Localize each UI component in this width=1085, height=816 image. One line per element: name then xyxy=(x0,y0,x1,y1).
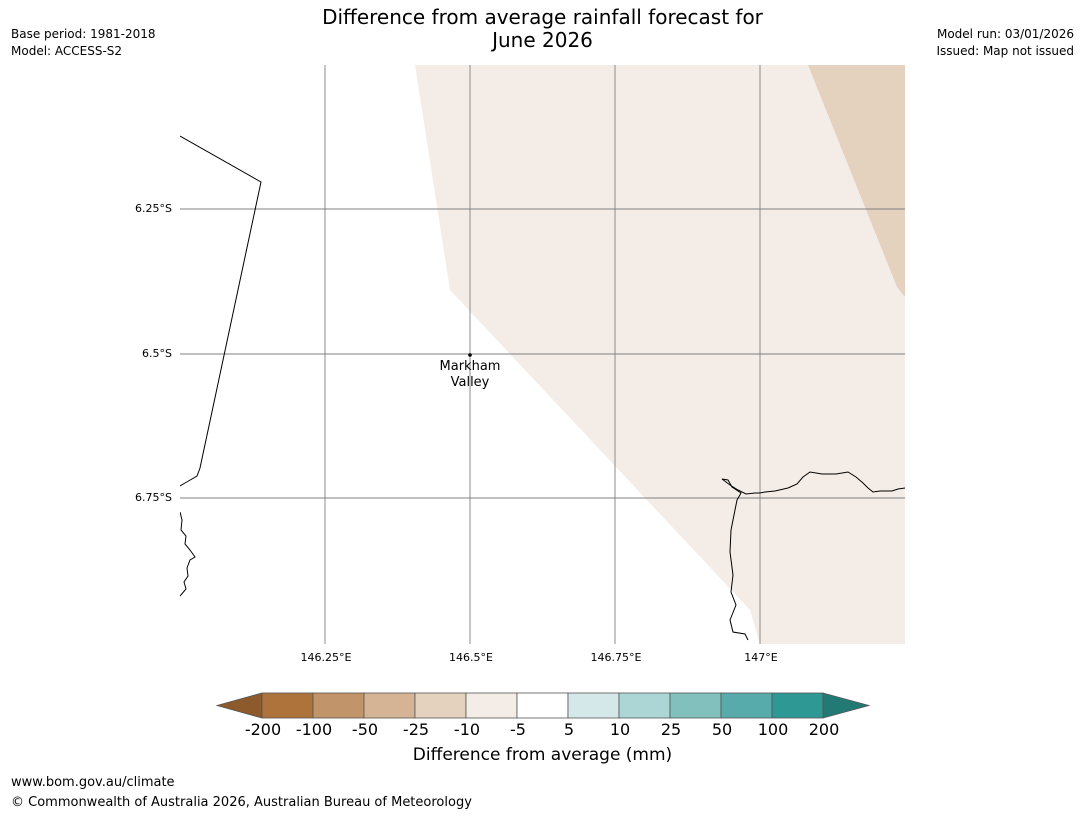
base-period: Base period: 1981-2018 xyxy=(11,27,156,41)
lon-label-147e: 147°E xyxy=(744,651,778,664)
colorbar-swatch xyxy=(669,692,722,719)
colorbar-swatch xyxy=(720,692,773,719)
colorbar-tick-minus-25: -25 xyxy=(402,720,430,739)
coastline-west xyxy=(180,511,196,597)
place-marker-markham-valley xyxy=(468,353,472,357)
colorbar-tick-minus-10: -10 xyxy=(453,720,481,739)
colorbar-tick-200: 200 xyxy=(808,720,840,739)
colorbar-tick-minus-5: -5 xyxy=(510,720,526,739)
map-title: Difference from average rainfall forecas… xyxy=(0,6,1085,52)
lon-label-146-75e: 146.75°E xyxy=(590,651,642,664)
lon-label-146-25e: 146.25°E xyxy=(300,651,352,664)
river-markham xyxy=(721,478,749,641)
map-area xyxy=(180,65,905,644)
colorbar-tick-50: 50 xyxy=(711,720,733,739)
province-border xyxy=(180,135,262,487)
colorbar-tick-5: 5 xyxy=(563,720,575,739)
rainfall-region-light-dry xyxy=(415,65,905,644)
issued-status: Issued: Map not issued xyxy=(936,44,1074,58)
lat-label-6-5s: 6.5°S xyxy=(142,347,172,360)
colorbar-tick-minus-50: -50 xyxy=(351,720,379,739)
rainfall-region-dry xyxy=(808,65,905,297)
colorbar-swatch xyxy=(414,692,467,719)
colorbar-tick-25: 25 xyxy=(660,720,682,739)
place-name-line-2: Valley xyxy=(450,375,490,390)
footer-copyright: © Commonwealth of Australia 2026, Austra… xyxy=(11,795,472,810)
colorbar-swatch xyxy=(771,692,824,719)
colorbar-tick-minus-100: -100 xyxy=(295,720,333,739)
colorbar-extend-high xyxy=(822,692,871,719)
run-info: Model run: 03/01/2026 Issued: Map not is… xyxy=(936,26,1074,60)
colorbar-extend-low xyxy=(215,692,263,719)
colorbar-swatch xyxy=(363,692,416,719)
place-name-line-1: Markham xyxy=(439,359,501,374)
place-label-markham-valley: Markham Valley xyxy=(420,359,520,391)
colorbar-label: Difference from average (mm) xyxy=(412,745,673,765)
model-info: Base period: 1981-2018 Model: ACCESS-S2 xyxy=(11,26,156,60)
model-name: Model: ACCESS-S2 xyxy=(11,44,123,58)
colorbar-tick-100: 100 xyxy=(757,720,789,739)
model-run: Model run: 03/01/2026 xyxy=(936,27,1074,41)
lat-label-6-25s: 6.25°S xyxy=(135,202,172,215)
lat-label-6-75s: 6.75°S xyxy=(135,491,172,504)
colorbar-swatch xyxy=(516,692,569,719)
footer-url: www.bom.gov.au/climate xyxy=(11,775,175,790)
lon-label-146-5e: 146.5°E xyxy=(449,651,493,664)
map-title-line-1: Difference from average rainfall forecas… xyxy=(322,5,763,29)
colorbar-swatch xyxy=(465,692,518,719)
colorbar-tick-10: 10 xyxy=(609,720,631,739)
colorbar-swatch xyxy=(567,692,620,719)
colorbar xyxy=(215,692,871,719)
coastline-east xyxy=(721,471,905,495)
colorbar-tick-minus-200: -200 xyxy=(244,720,282,739)
colorbar-swatch xyxy=(312,692,365,719)
map-title-line-2: June 2026 xyxy=(492,28,593,52)
colorbar-swatch xyxy=(618,692,671,719)
colorbar-swatch xyxy=(261,692,314,719)
